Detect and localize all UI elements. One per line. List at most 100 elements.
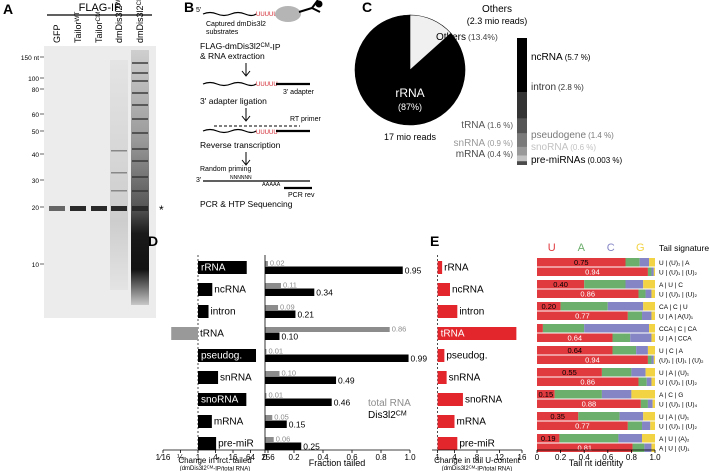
bar [437,393,463,406]
bar [265,288,315,296]
stack-segment [630,333,652,342]
stack-label: intron [531,82,556,93]
value-label: 0.02 [270,259,285,268]
workflow-diagram: B 5' UUUUU Captured dmDis3l2 substrates … [184,0,323,209]
stack-segment [642,421,651,430]
x-tick-label: 64 [246,453,255,462]
text-part: -IP [270,42,281,52]
panel-letter: E [430,233,439,249]
stack-segment [653,355,655,364]
stack-segment [537,333,613,342]
step-label: FLAG-dmDis3l2CM-IP [200,41,281,52]
lane-label: TailorWT [73,12,83,43]
stack-label: pre-miRNAs [531,155,585,166]
stack-value-label: (1.4 %) [588,131,614,140]
x-tick-label: 0 [535,453,540,462]
x-tick-label: 1⁄16 [156,453,171,462]
value-label: 0.25 [303,442,320,452]
value-label: 0.06 [276,435,291,444]
x-tick-label: 0.8 [375,453,387,462]
category-label: pseudog. [201,351,242,362]
stack-segment [560,302,608,311]
bar [265,354,409,362]
stack-value-label: (0.4 %) [487,150,513,159]
value-label: 0.35 [550,412,565,421]
random-sequence: NNNNNN [230,175,252,181]
x-tick-label: 0.6 [346,453,358,462]
bar [171,327,198,340]
x-tick-label: 1.0 [404,453,416,462]
stack-segment [645,368,655,377]
text-part: (dmDis3l2 [180,466,208,471]
value-label: 0.05 [274,413,289,422]
value-label: 0.10 [282,369,297,378]
tail-signature: CA | C | U [659,304,688,311]
text-part: FLAG-dmDis3l2 [200,41,261,51]
bar [265,332,280,340]
nucleotide-header: C [607,242,615,254]
x-tick-label: 1 [196,453,201,462]
category-label: snRNA [449,373,481,384]
stack-segment [645,289,652,298]
category-label: snRNA [220,373,252,384]
rna-strand [202,128,257,134]
stack-segment [517,161,527,165]
category-label: tRNA [200,329,224,340]
stack-label: ncRNA [531,52,563,63]
category-label: ncRNA [452,285,484,296]
x-axis-label: (dmDis3l2CM-IP/total RNA) [442,465,513,471]
stack-segment [584,280,626,289]
tail-signature: A | U | (A)₂ [659,436,690,443]
stack-segment [625,258,640,267]
lane-label: dmDis3l2CM [135,0,145,43]
bar [198,437,217,450]
enzyme [275,6,301,22]
arrow [241,152,251,166]
category-label: rRNA [444,263,469,274]
x-tick-label: 1 [435,453,440,462]
stack-title: Others [482,4,512,15]
stack-segment [517,38,527,93]
stack-segment [537,346,613,355]
text-part: Tailor [73,21,83,43]
value-label: 0.81 [577,444,592,453]
category-label: snoRNA [465,395,503,406]
value-label: 0.15 [289,420,306,430]
value-label: 0.01 [268,391,283,400]
tail-signature: A | C | G [659,392,683,399]
text-part: -IP/total RNA) [475,467,512,471]
x-axis-label: Change in frct. tailed [178,456,251,465]
bar [265,349,267,354]
gel-band [111,190,127,192]
x-tick-label: 8 [475,453,480,462]
stack-segment [517,92,527,119]
uridine-tail: UUUUU [256,130,278,136]
gel-band [132,176,148,178]
tail-signature: U | (U)₁ | (U)₂ [659,424,698,431]
category-label: mRNA [214,417,244,428]
bar [198,305,209,318]
stack-value-label: (2.8 %) [558,83,584,92]
tail-signature: U | C | A [659,348,684,355]
category-label: mRNA [457,417,487,428]
stack-segment [651,355,654,364]
tail-signature: U | A | CCA [659,336,692,343]
stack-segment [651,333,655,342]
x-axis-label: Change in tail U-content [434,456,521,465]
x-tick-label: 0.2 [555,453,567,462]
pie-value-label: (13.4%) [468,32,498,42]
stack-value-label: (0.6 %) [570,143,596,152]
category-label: rRNA [201,263,226,274]
x-tick-label: ¼ [177,453,184,462]
category-label: pseudog. [446,351,487,362]
value-label: 0.77 [575,422,590,431]
value-label: 0.99 [411,354,428,364]
stack-segment [537,443,633,452]
stack-segment [651,289,655,298]
value-label: 0.88 [582,400,597,409]
lane-label: TailorCM [94,12,104,43]
gel-band [49,206,65,211]
stack-segment [647,355,652,364]
stack-segment [636,346,648,355]
gel-band [132,72,148,74]
